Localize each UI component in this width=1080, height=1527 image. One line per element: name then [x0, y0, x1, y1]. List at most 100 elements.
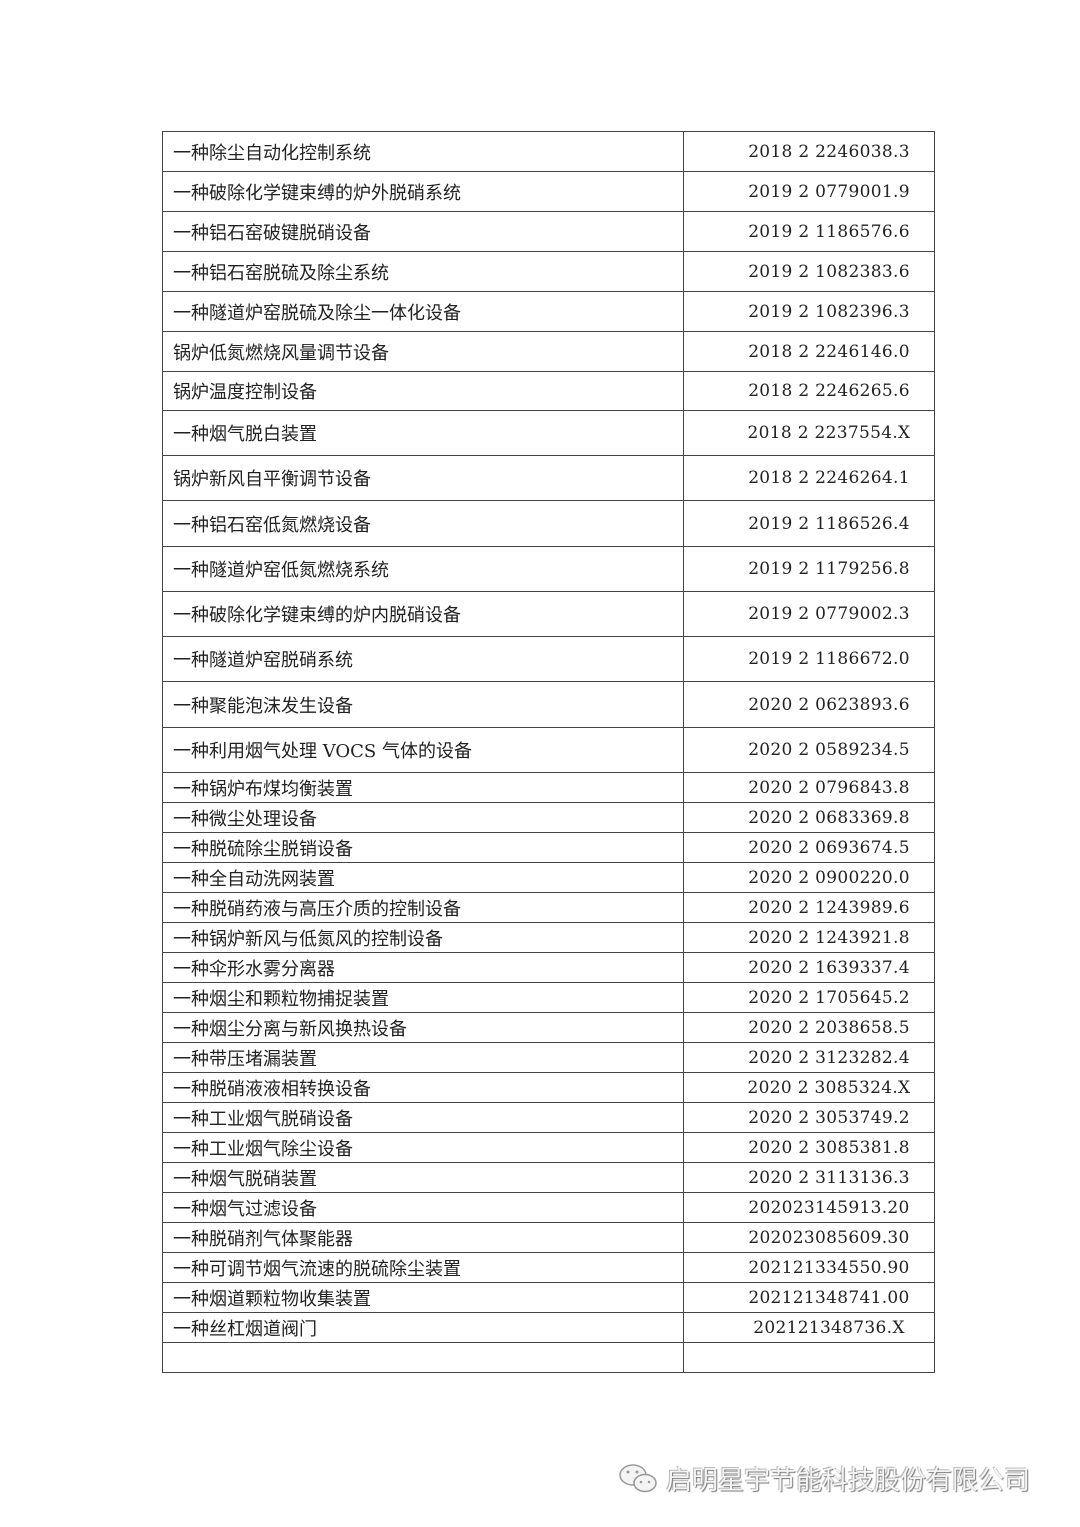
patent-name: 一种微尘处理设备 — [162, 802, 684, 833]
patent-number: 2020 2 1243921.8 — [683, 922, 935, 953]
patent-number: 202023085609.30 — [683, 1222, 935, 1253]
watermark-text: 启明星宇节能科技股份有限公司 — [666, 1466, 1031, 1496]
patent-number: 2020 2 0683369.8 — [683, 802, 935, 833]
patent-name: 一种聚能泡沫发生设备 — [162, 681, 684, 728]
patent-number: 202023145913.20 — [683, 1192, 935, 1223]
patent-name: 锅炉低氮燃烧风量调节设备 — [162, 331, 684, 372]
patent-number: 2018 2 2246038.3 — [683, 131, 935, 172]
patent-name — [162, 1342, 684, 1373]
patent-name: 一种脱硝药液与高压介质的控制设备 — [162, 892, 684, 923]
table-row: 一种隧道炉窑脱硝系统 2019 2 1186672.0 — [162, 636, 935, 682]
patent-number: 2020 2 3053749.2 — [683, 1102, 935, 1133]
patent-name: 一种工业烟气除尘设备 — [162, 1132, 684, 1163]
patent-name: 一种工业烟气脱硝设备 — [162, 1102, 684, 1133]
table-row: 一种可调节烟气流速的脱硫除尘装置 202121334550.90 — [162, 1252, 935, 1283]
table-row: 一种锅炉布煤均衡装置 2020 2 0796843.8 — [162, 772, 935, 803]
table-row: 一种脱硝液液相转换设备 2020 2 3085324.X — [162, 1072, 935, 1103]
patent-name: 一种脱硫除尘脱销设备 — [162, 832, 684, 863]
patent-number: 2020 2 3085324.X — [683, 1072, 935, 1103]
patent-name: 一种烟气过滤设备 — [162, 1192, 684, 1223]
patent-name: 锅炉新风自平衡调节设备 — [162, 455, 684, 501]
table-row: 一种破除化学键束缚的炉内脱硝设备 2019 2 0779002.3 — [162, 591, 935, 637]
table-row: 锅炉温度控制设备 2018 2 2246265.6 — [162, 371, 935, 411]
patent-number: 2019 2 1186526.4 — [683, 500, 935, 547]
patent-number: 2020 2 1705645.2 — [683, 982, 935, 1013]
patent-name: 一种铝石窑脱硫及除尘系统 — [162, 251, 684, 292]
patent-name: 锅炉温度控制设备 — [162, 371, 684, 411]
patent-number: 2020 2 1639337.4 — [683, 952, 935, 983]
wechat-icon — [619, 1463, 657, 1492]
table-row: 一种铝石窑破键脱硝设备 2019 2 1186576.6 — [162, 211, 935, 252]
table-row: 锅炉低氮燃烧风量调节设备 2018 2 2246146.0 — [162, 331, 935, 372]
watermark: 启明星宇节能科技股份有限公司 — [618, 1460, 1030, 1497]
table-row: 一种微尘处理设备 2020 2 0683369.8 — [162, 802, 935, 833]
table-row: 一种隧道炉窑脱硫及除尘一体化设备 2019 2 1082396.3 — [162, 291, 935, 332]
patent-number: 2020 2 0693674.5 — [683, 832, 935, 863]
patent-number: 2019 2 0779001.9 — [683, 171, 935, 212]
patent-name: 一种烟尘分离与新风换热设备 — [162, 1012, 684, 1043]
table-row: 一种隧道炉窑低氮燃烧系统 2019 2 1179256.8 — [162, 546, 935, 592]
patent-name: 一种铝石窑破键脱硝设备 — [162, 211, 684, 252]
patent-name: 一种烟尘和颗粒物捕捉装置 — [162, 982, 684, 1013]
table-row — [162, 1342, 935, 1373]
patent-number: 2019 2 0779002.3 — [683, 591, 935, 637]
patent-name: 一种锅炉新风与低氮风的控制设备 — [162, 922, 684, 953]
patent-name: 一种全自动洗网装置 — [162, 862, 684, 893]
patent-name: 一种带压堵漏装置 — [162, 1042, 684, 1073]
patent-name: 一种烟气脱硝装置 — [162, 1162, 684, 1193]
table-row: 一种除尘自动化控制系统 2018 2 2246038.3 — [162, 131, 935, 172]
patent-number: 2018 2 2237554.X — [683, 410, 935, 456]
table-row: 一种伞形水雾分离器 2020 2 1639337.4 — [162, 952, 935, 983]
patent-name: 一种烟道颗粒物收集装置 — [162, 1282, 684, 1313]
table-row: 一种工业烟气脱硝设备 2020 2 3053749.2 — [162, 1102, 935, 1133]
patent-name: 一种伞形水雾分离器 — [162, 952, 684, 983]
patent-name: 一种铝石窑低氮燃烧设备 — [162, 500, 684, 547]
table-row: 一种利用烟气处理 VOCS 气体的设备 2020 2 0589234.5 — [162, 727, 935, 773]
patent-name: 一种隧道炉窑脱硫及除尘一体化设备 — [162, 291, 684, 332]
patent-number: 2020 2 1243989.6 — [683, 892, 935, 923]
patent-name: 一种隧道炉窑脱硝系统 — [162, 636, 684, 682]
patent-number: 2020 2 3113136.3 — [683, 1162, 935, 1193]
table-row: 一种烟道颗粒物收集装置 202121348741.00 — [162, 1282, 935, 1313]
table-row: 一种烟尘分离与新风换热设备 2020 2 2038658.5 — [162, 1012, 935, 1043]
table-row: 一种脱硫除尘脱销设备 2020 2 0693674.5 — [162, 832, 935, 863]
table-row: 一种烟气脱白装置 2018 2 2237554.X — [162, 410, 935, 456]
table-row: 锅炉新风自平衡调节设备 2018 2 2246264.1 — [162, 455, 935, 501]
table-row: 一种聚能泡沫发生设备 2020 2 0623893.6 — [162, 681, 935, 728]
patent-name: 一种脱硝剂气体聚能器 — [162, 1222, 684, 1253]
patent-number — [683, 1342, 935, 1373]
table-row: 一种烟气过滤设备 202023145913.20 — [162, 1192, 935, 1223]
patent-number: 202121334550.90 — [683, 1252, 935, 1283]
patent-number: 2018 2 2246264.1 — [683, 455, 935, 501]
table-row: 一种烟气脱硝装置 2020 2 3113136.3 — [162, 1162, 935, 1193]
patent-name: 一种破除化学键束缚的炉外脱硝系统 — [162, 171, 684, 212]
table-row: 一种烟尘和颗粒物捕捉装置 2020 2 1705645.2 — [162, 982, 935, 1013]
table-row: 一种脱硝药液与高压介质的控制设备 2020 2 1243989.6 — [162, 892, 935, 923]
patent-number: 2020 2 0589234.5 — [683, 727, 935, 773]
patent-name: 一种脱硝液液相转换设备 — [162, 1072, 684, 1103]
patent-number: 2019 2 1082396.3 — [683, 291, 935, 332]
table-row: 一种铝石窑低氮燃烧设备 2019 2 1186526.4 — [162, 500, 935, 547]
patent-name: 一种锅炉布煤均衡装置 — [162, 772, 684, 803]
patent-number: 2020 2 3123282.4 — [683, 1042, 935, 1073]
patent-name: 一种利用烟气处理 VOCS 气体的设备 — [162, 727, 684, 773]
patent-number: 2019 2 1186672.0 — [683, 636, 935, 682]
table-row: 一种工业烟气除尘设备 2020 2 3085381.8 — [162, 1132, 935, 1163]
patent-number: 202121348741.00 — [683, 1282, 935, 1313]
patent-number: 2020 2 0796843.8 — [683, 772, 935, 803]
patent-number: 2019 2 1082383.6 — [683, 251, 935, 292]
table-row: 一种带压堵漏装置 2020 2 3123282.4 — [162, 1042, 935, 1073]
patent-number: 2018 2 2246265.6 — [683, 371, 935, 411]
patent-name: 一种烟气脱白装置 — [162, 410, 684, 456]
patent-name: 一种可调节烟气流速的脱硫除尘装置 — [162, 1252, 684, 1283]
table-row: 一种破除化学键束缚的炉外脱硝系统 2019 2 0779001.9 — [162, 171, 935, 212]
patent-name: 一种除尘自动化控制系统 — [162, 131, 684, 172]
patent-name: 一种隧道炉窑低氮燃烧系统 — [162, 546, 684, 592]
patent-number: 2020 2 0623893.6 — [683, 681, 935, 728]
patent-name: 一种丝杠烟道阀门 — [162, 1312, 684, 1343]
patent-number: 2020 2 3085381.8 — [683, 1132, 935, 1163]
patent-number: 2018 2 2246146.0 — [683, 331, 935, 372]
patent-number: 2019 2 1179256.8 — [683, 546, 935, 592]
table-row: 一种锅炉新风与低氮风的控制设备 2020 2 1243921.8 — [162, 922, 935, 953]
patent-number: 2020 2 0900220.0 — [683, 862, 935, 893]
